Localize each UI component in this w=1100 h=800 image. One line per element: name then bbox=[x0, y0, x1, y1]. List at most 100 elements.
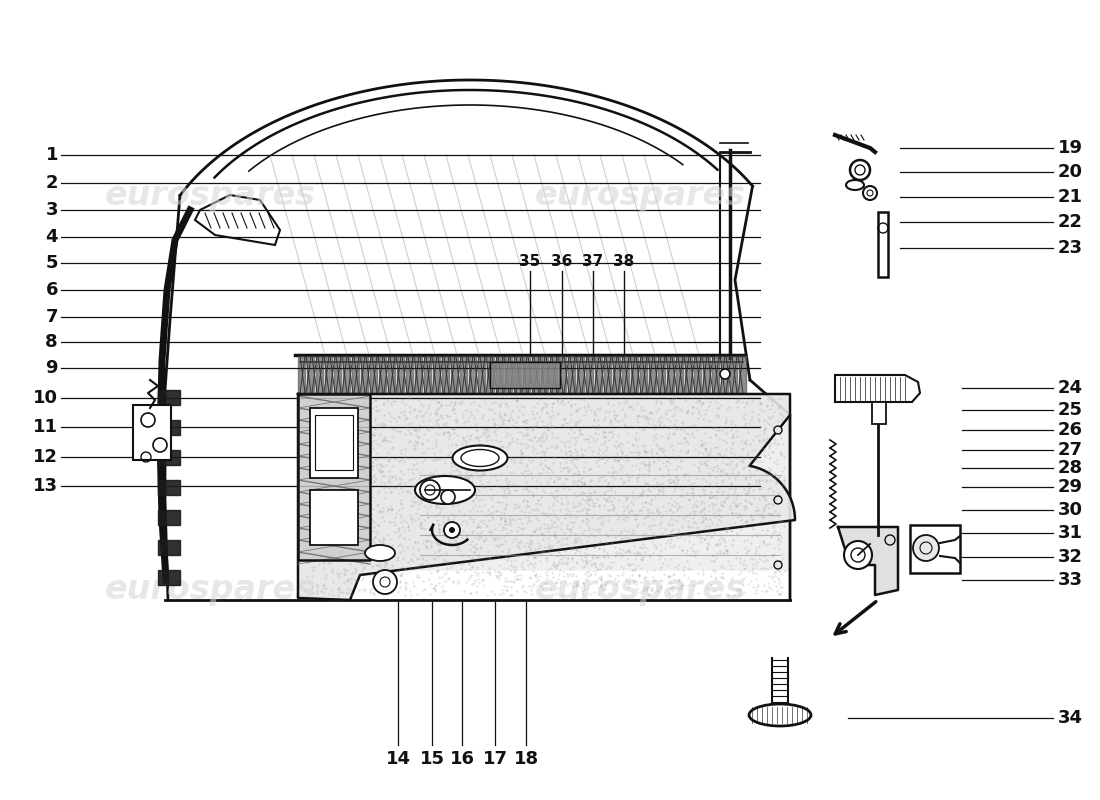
Ellipse shape bbox=[365, 545, 395, 561]
Ellipse shape bbox=[415, 476, 475, 504]
Bar bbox=[310, 408, 358, 478]
Polygon shape bbox=[595, 356, 602, 393]
Polygon shape bbox=[158, 510, 180, 525]
Polygon shape bbox=[298, 394, 370, 560]
Polygon shape bbox=[451, 356, 458, 393]
Polygon shape bbox=[586, 356, 593, 393]
Text: 35: 35 bbox=[519, 254, 540, 270]
Polygon shape bbox=[514, 356, 521, 393]
Text: 30: 30 bbox=[1058, 501, 1084, 519]
Text: 21: 21 bbox=[1058, 188, 1084, 206]
Text: 32: 32 bbox=[1058, 548, 1084, 566]
Polygon shape bbox=[397, 356, 404, 393]
Polygon shape bbox=[370, 356, 377, 393]
Bar bbox=[133, 405, 170, 460]
Polygon shape bbox=[703, 356, 710, 393]
Text: 13: 13 bbox=[33, 477, 58, 495]
Circle shape bbox=[720, 369, 730, 379]
Polygon shape bbox=[195, 195, 280, 245]
Polygon shape bbox=[667, 356, 674, 393]
Polygon shape bbox=[631, 356, 638, 393]
Circle shape bbox=[373, 570, 397, 594]
Polygon shape bbox=[720, 356, 728, 393]
Text: 24: 24 bbox=[1058, 379, 1084, 397]
Polygon shape bbox=[640, 356, 647, 393]
Text: 27: 27 bbox=[1058, 441, 1084, 459]
Text: 11: 11 bbox=[33, 418, 58, 436]
Polygon shape bbox=[433, 356, 440, 393]
Polygon shape bbox=[541, 356, 548, 393]
Polygon shape bbox=[158, 390, 180, 405]
Text: 18: 18 bbox=[514, 750, 539, 768]
Circle shape bbox=[844, 541, 872, 569]
Polygon shape bbox=[550, 356, 557, 393]
Text: eurospares: eurospares bbox=[535, 574, 746, 606]
Text: 31: 31 bbox=[1058, 524, 1084, 542]
Text: 7: 7 bbox=[45, 308, 58, 326]
Circle shape bbox=[913, 535, 939, 561]
Text: 6: 6 bbox=[45, 281, 58, 299]
Bar bbox=[310, 490, 358, 545]
Circle shape bbox=[774, 561, 782, 569]
Polygon shape bbox=[490, 362, 560, 388]
Circle shape bbox=[420, 480, 440, 500]
Text: 9: 9 bbox=[45, 359, 58, 377]
Text: 19: 19 bbox=[1058, 139, 1084, 157]
Polygon shape bbox=[835, 375, 920, 402]
Text: 15: 15 bbox=[419, 750, 444, 768]
Polygon shape bbox=[559, 356, 566, 393]
Text: 4: 4 bbox=[45, 228, 58, 246]
Polygon shape bbox=[676, 356, 683, 393]
Polygon shape bbox=[496, 356, 503, 393]
Polygon shape bbox=[361, 356, 368, 393]
Text: 28: 28 bbox=[1058, 459, 1084, 477]
Polygon shape bbox=[379, 356, 386, 393]
Polygon shape bbox=[712, 356, 719, 393]
Polygon shape bbox=[568, 356, 575, 393]
Text: eurospares: eurospares bbox=[535, 178, 746, 211]
Polygon shape bbox=[158, 450, 180, 465]
Polygon shape bbox=[158, 480, 180, 495]
Circle shape bbox=[449, 527, 455, 533]
Text: 10: 10 bbox=[33, 389, 58, 407]
Text: 22: 22 bbox=[1058, 213, 1084, 231]
Polygon shape bbox=[352, 356, 359, 393]
Text: 38: 38 bbox=[614, 254, 635, 270]
Polygon shape bbox=[578, 356, 584, 393]
Bar bbox=[315, 415, 353, 470]
Text: 33: 33 bbox=[1058, 571, 1084, 589]
Polygon shape bbox=[613, 356, 620, 393]
Text: 5: 5 bbox=[45, 254, 58, 272]
Text: 17: 17 bbox=[483, 750, 507, 768]
Polygon shape bbox=[388, 356, 395, 393]
Polygon shape bbox=[694, 356, 701, 393]
Text: 23: 23 bbox=[1058, 239, 1084, 257]
Polygon shape bbox=[649, 356, 656, 393]
Bar bbox=[872, 402, 886, 424]
Circle shape bbox=[444, 522, 460, 538]
Text: 34: 34 bbox=[1058, 709, 1084, 727]
Ellipse shape bbox=[846, 180, 864, 190]
Bar bbox=[910, 525, 960, 573]
Polygon shape bbox=[343, 356, 350, 393]
Text: 16: 16 bbox=[450, 750, 474, 768]
Polygon shape bbox=[460, 356, 467, 393]
Polygon shape bbox=[621, 356, 629, 393]
Text: 37: 37 bbox=[582, 254, 604, 270]
Text: 25: 25 bbox=[1058, 401, 1084, 419]
Polygon shape bbox=[658, 356, 666, 393]
Polygon shape bbox=[442, 356, 449, 393]
Polygon shape bbox=[478, 356, 485, 393]
Polygon shape bbox=[730, 356, 737, 393]
Polygon shape bbox=[424, 356, 431, 393]
Circle shape bbox=[774, 426, 782, 434]
Polygon shape bbox=[469, 356, 476, 393]
Text: 8: 8 bbox=[45, 333, 58, 351]
Text: 3: 3 bbox=[45, 201, 58, 219]
Circle shape bbox=[864, 186, 877, 200]
Polygon shape bbox=[158, 420, 180, 435]
Text: 26: 26 bbox=[1058, 421, 1084, 439]
Polygon shape bbox=[487, 356, 494, 393]
Circle shape bbox=[441, 490, 455, 504]
Polygon shape bbox=[505, 356, 512, 393]
